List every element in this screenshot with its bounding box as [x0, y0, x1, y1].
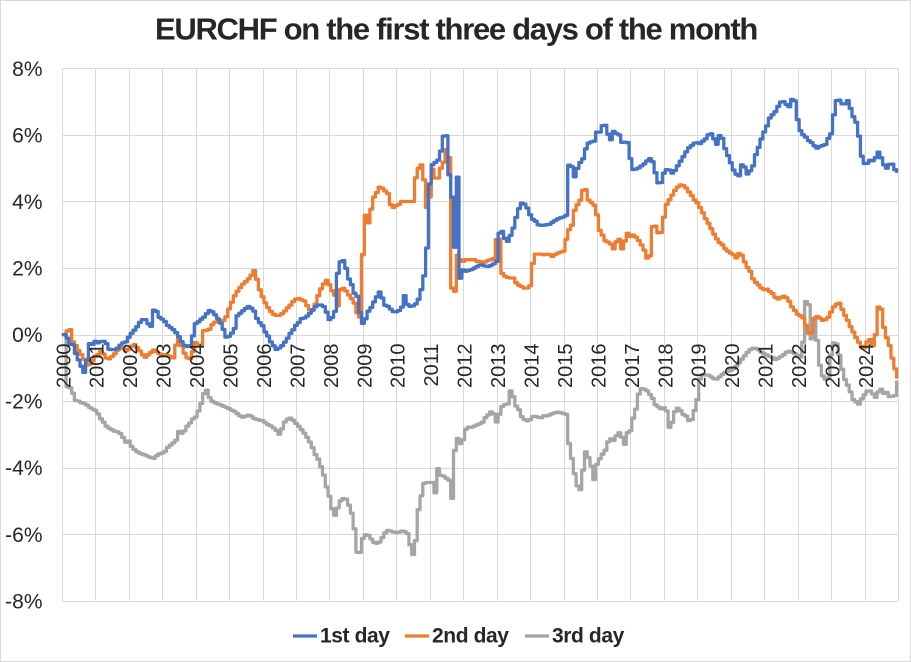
svg-text:2024: 2024 [856, 344, 878, 389]
svg-text:2014: 2014 [522, 344, 544, 389]
svg-text:4%: 4% [12, 191, 42, 214]
svg-text:6%: 6% [12, 124, 42, 147]
svg-text:2003: 2003 [154, 344, 176, 389]
svg-text:-6%: -6% [5, 524, 42, 547]
svg-text:2nd day: 2nd day [432, 625, 509, 648]
svg-text:2011: 2011 [421, 344, 443, 387]
svg-text:-2%: -2% [5, 391, 42, 414]
svg-text:2004: 2004 [187, 344, 209, 389]
svg-text:3rd day: 3rd day [552, 625, 625, 648]
svg-text:2007: 2007 [287, 344, 309, 389]
svg-text:2020: 2020 [722, 344, 744, 389]
svg-text:2008: 2008 [321, 344, 343, 389]
svg-text:2012: 2012 [455, 344, 477, 389]
svg-text:2002: 2002 [120, 344, 142, 389]
svg-text:2023: 2023 [823, 344, 845, 389]
svg-text:0%: 0% [12, 324, 42, 347]
svg-text:2015: 2015 [555, 344, 577, 389]
svg-text:8%: 8% [12, 58, 42, 81]
svg-text:2018: 2018 [655, 344, 677, 389]
svg-text:2017: 2017 [622, 344, 644, 389]
svg-text:2006: 2006 [254, 344, 276, 389]
svg-text:2013: 2013 [488, 344, 510, 389]
svg-text:2019: 2019 [689, 344, 711, 389]
svg-text:2022: 2022 [789, 344, 811, 389]
svg-text:2021: 2021 [756, 344, 778, 389]
svg-text:1st day: 1st day [320, 625, 390, 648]
svg-text:2009: 2009 [354, 344, 376, 389]
svg-text:2000: 2000 [53, 344, 75, 389]
svg-text:2010: 2010 [388, 344, 410, 389]
svg-text:2005: 2005 [221, 344, 243, 389]
svg-text:-8%: -8% [5, 590, 42, 613]
svg-text:2%: 2% [12, 258, 42, 281]
svg-text:-4%: -4% [5, 457, 42, 480]
svg-text:2016: 2016 [588, 344, 610, 389]
svg-text:2001: 2001 [87, 344, 109, 389]
svg-text:EURCHF on the first three days: EURCHF on the first three days of the mo… [155, 12, 757, 47]
